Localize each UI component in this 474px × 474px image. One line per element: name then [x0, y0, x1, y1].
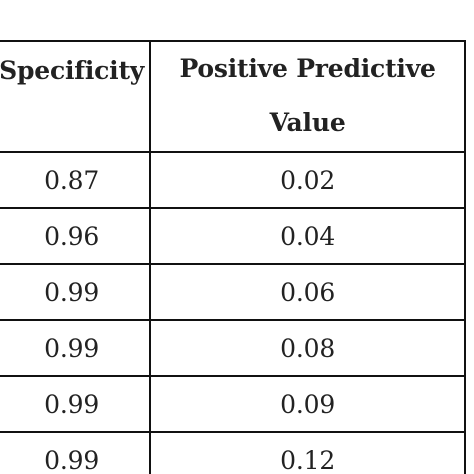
header-row: Specificity Positive Predictive Value [0, 40, 466, 153]
data-table: Specificity Positive Predictive Value 0.… [0, 40, 466, 474]
header-specificity-label: Specificity [0, 56, 145, 85]
table-row: 0.87 0.02 [0, 151, 466, 209]
header-ppv-label: Positive Predictive Value [179, 54, 436, 137]
table-row: 0.96 0.04 [0, 207, 466, 265]
cell-ppv: 0.09 [149, 375, 466, 433]
cell-ppv: 0.08 [149, 319, 466, 377]
cell-ppv: 0.04 [149, 207, 466, 265]
cell-ppv: 0.12 [149, 431, 466, 474]
cell-specificity: 0.87 [0, 151, 152, 209]
header-specificity: Specificity [0, 40, 152, 153]
cell-specificity: 0.99 [0, 431, 152, 474]
header-positive-predictive-value: Positive Predictive Value [149, 40, 466, 153]
cell-specificity: 0.99 [0, 375, 152, 433]
cell-specificity: 0.99 [0, 319, 152, 377]
table-row: 0.99 0.09 [0, 375, 466, 433]
table-row: 0.99 0.06 [0, 263, 466, 321]
table-row: 0.99 0.08 [0, 319, 466, 377]
cell-ppv: 0.06 [149, 263, 466, 321]
cell-specificity: 0.96 [0, 207, 152, 265]
cell-specificity: 0.99 [0, 263, 152, 321]
cell-ppv: 0.02 [149, 151, 466, 209]
table-row: 0.99 0.12 [0, 431, 466, 474]
